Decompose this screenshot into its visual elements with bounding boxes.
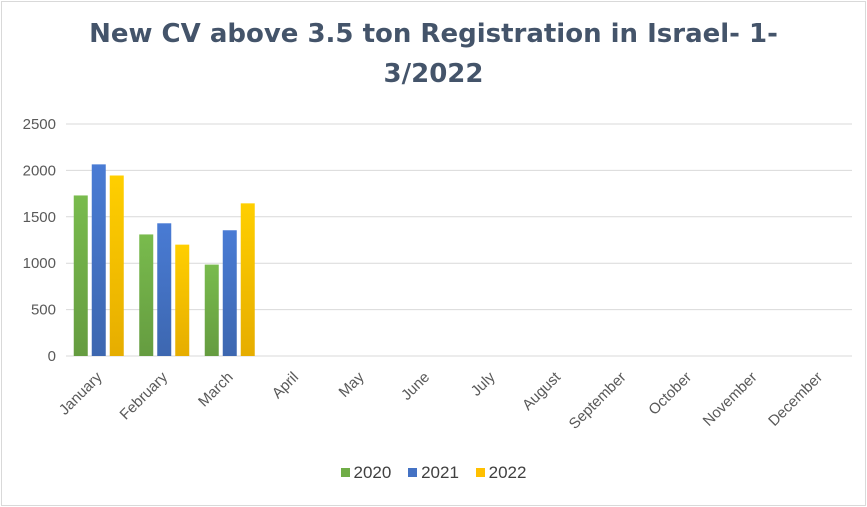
- x-tick-label-august: August: [519, 368, 565, 414]
- legend-swatch-2021: [408, 468, 418, 477]
- x-tick-label-september: September: [566, 369, 630, 433]
- bar-2021-february: [157, 223, 172, 356]
- legend-label-2022: 2022: [488, 462, 527, 482]
- bar-2020-march: [204, 264, 219, 356]
- x-tick-label-november: November: [700, 369, 761, 430]
- y-tick-label-2500: 2500: [23, 116, 56, 133]
- x-tick-label-may: May: [336, 368, 368, 400]
- bar-2020-january: [73, 195, 88, 356]
- legend-label-2021: 2021: [421, 462, 459, 482]
- chart-title-line-2: 3/2022: [383, 59, 484, 89]
- chart-title-line-1: New CV above 3.5 ton Registration in Isr…: [89, 19, 778, 49]
- legend-swatch-2020: [340, 468, 350, 477]
- x-tick-label-march: March: [195, 369, 236, 410]
- y-tick-label-1500: 1500: [23, 209, 56, 226]
- x-tick-label-june: June: [398, 369, 433, 404]
- legend-swatch-2022: [475, 468, 485, 477]
- x-tick-label-april: April: [269, 369, 302, 402]
- x-tick-label-july: July: [468, 368, 499, 399]
- y-tick-label-0: 0: [48, 348, 56, 365]
- bar-2022-march: [240, 203, 255, 356]
- x-tick-label-february: February: [117, 368, 172, 423]
- x-tick-label-january: January: [56, 368, 106, 418]
- legend-item-2020: 2020: [340, 462, 392, 483]
- x-tick-label-december: December: [765, 369, 826, 430]
- y-tick-label-2000: 2000: [23, 162, 56, 179]
- bar-2021-january: [91, 164, 106, 356]
- bar-2021-march: [222, 230, 237, 356]
- bar-2020-february: [139, 234, 154, 356]
- y-tick-label-500: 500: [31, 302, 56, 319]
- y-tick-label-1000: 1000: [23, 255, 56, 272]
- chart-title: New CV above 3.5 ton Registration in Isr…: [0, 14, 867, 94]
- legend-item-2021: 2021: [408, 463, 459, 483]
- legend: 2020 2021 2022: [0, 462, 867, 483]
- legend-item-2022: 2022: [475, 462, 527, 483]
- bar-2022-january: [109, 175, 124, 356]
- x-tick-label-october: October: [645, 369, 695, 419]
- legend-label-2020: 2020: [353, 462, 392, 482]
- bar-2022-february: [175, 244, 190, 356]
